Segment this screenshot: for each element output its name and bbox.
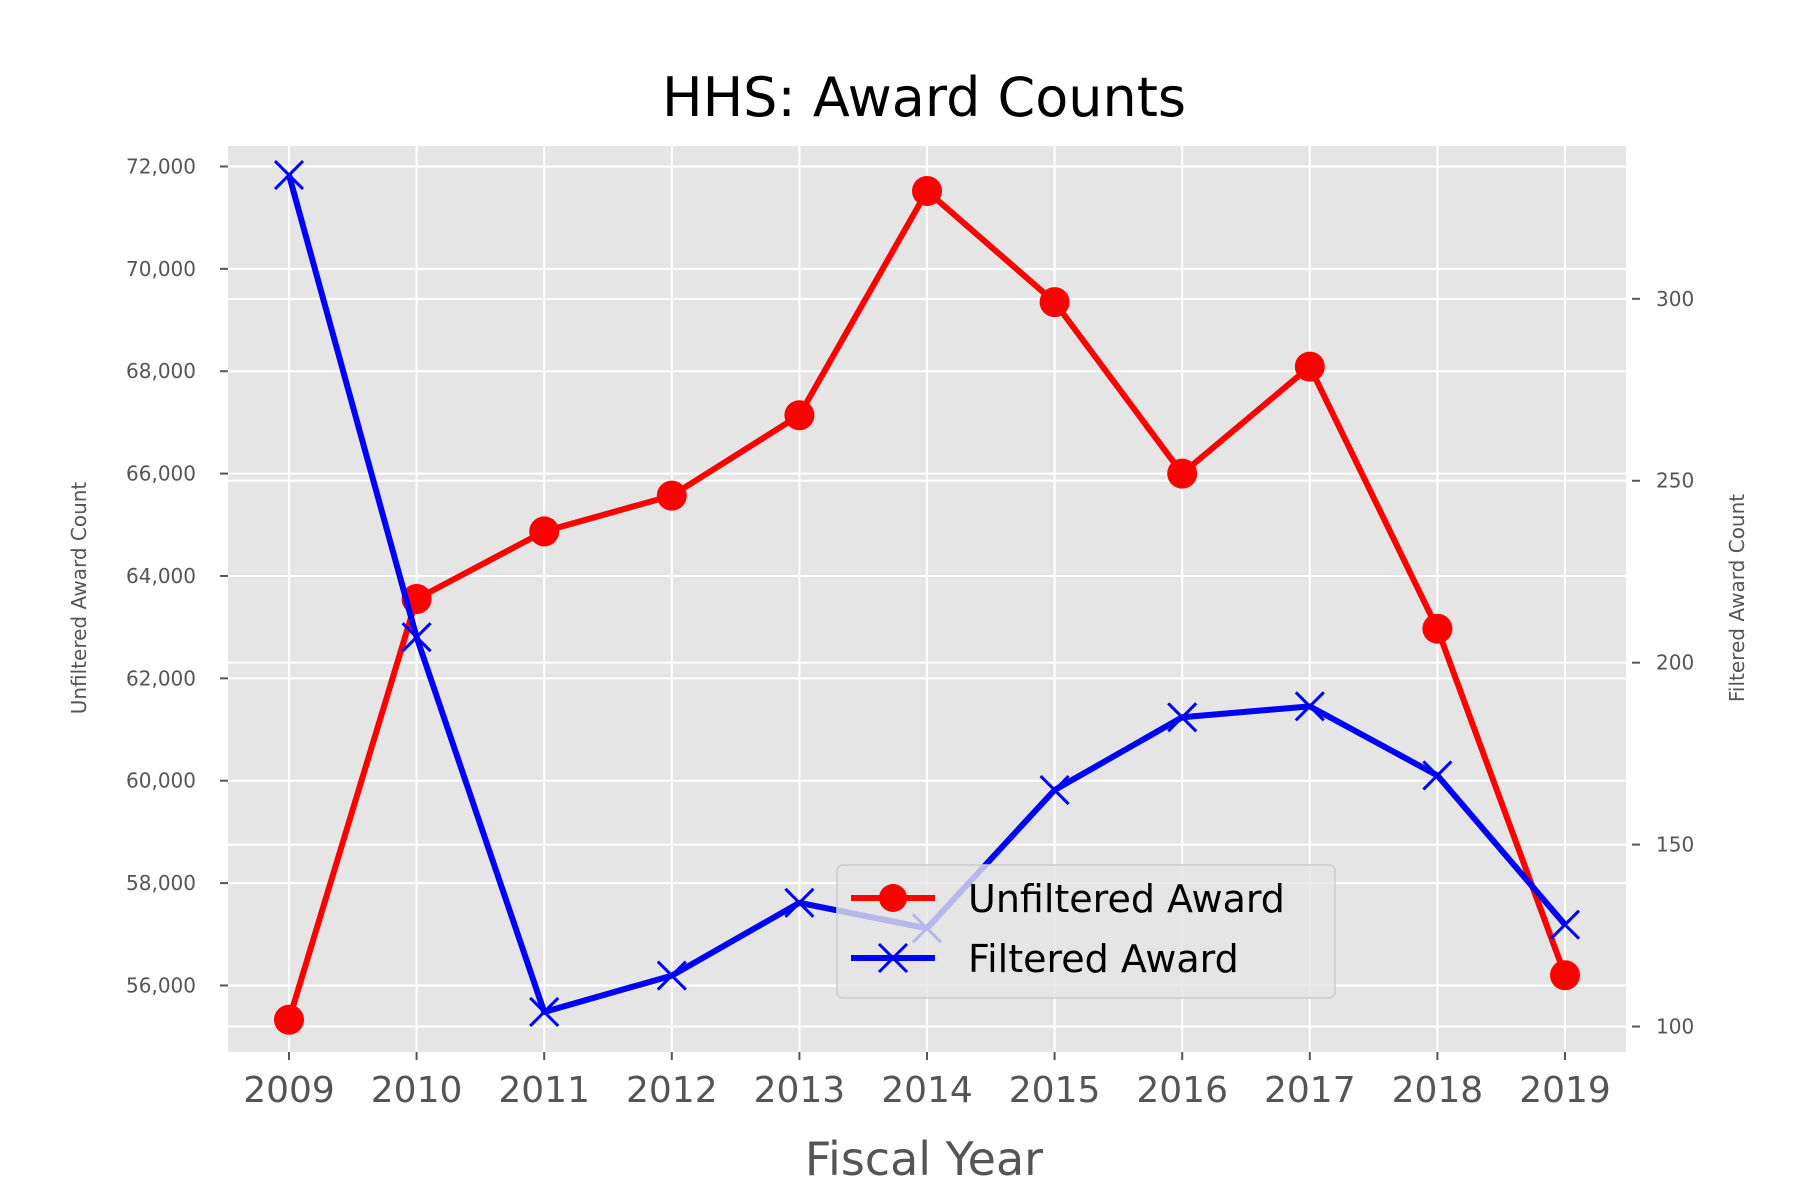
legend-box	[836, 864, 1336, 999]
x-tick-label: 2009	[243, 1070, 335, 1111]
x-tick-label: 2017	[1264, 1070, 1356, 1111]
data-point-filtered-award	[401, 622, 432, 653]
legend-label-unfiltered: Unfiltered Award	[968, 877, 1285, 921]
x-tick-label: 2013	[754, 1070, 846, 1111]
right-y-axis-label: Filtered Award Count	[1725, 494, 1749, 702]
legend-marker-filtered	[877, 942, 909, 974]
y-left-tick-label: 64,000	[126, 564, 196, 588]
data-point-unfiltered-award	[274, 1004, 304, 1035]
y-right-tick-label: 300	[1656, 287, 1694, 311]
y-left-tick-label: 56,000	[126, 973, 196, 997]
data-point-unfiltered-award	[1294, 351, 1325, 382]
x-tick-label: 2011	[498, 1070, 590, 1111]
y-left-tick-label: 70,000	[126, 257, 196, 281]
data-point-unfiltered-award	[1422, 613, 1453, 644]
chart-title: HHS: Award Counts	[662, 66, 1186, 129]
x-tick-label: 2019	[1519, 1070, 1611, 1111]
data-point-filtered-award	[1167, 702, 1198, 733]
x-tick-label: 2018	[1392, 1070, 1484, 1111]
y-left-tick-label: 58,000	[126, 871, 196, 895]
data-point-unfiltered-award	[1167, 458, 1198, 489]
y-right-tick-label: 250	[1656, 469, 1694, 493]
x-tick-label: 2014	[881, 1070, 973, 1111]
x-tick-label: 2016	[1136, 1070, 1228, 1111]
y-right-tick-label: 200	[1656, 651, 1694, 675]
y-left-tick-label: 72,000	[126, 154, 196, 178]
x-tick-label: 2015	[1009, 1070, 1101, 1111]
x-axis: 2009 2010 2011 2012 2013 2014 2015 2016 2017 2018…	[243, 1052, 1611, 1111]
y-right-tick-label: 100	[1656, 1015, 1694, 1039]
data-point-filtered-award	[656, 960, 687, 991]
x-tick-label: 2012	[626, 1070, 718, 1111]
data-point-filtered-award	[1039, 774, 1070, 806]
data-point-unfiltered-award	[1039, 287, 1070, 318]
data-point-unfiltered-award	[912, 176, 942, 207]
data-point-filtered-award	[529, 996, 560, 1028]
data-point-unfiltered-award	[529, 516, 560, 547]
legend: Unfiltered Award Filtered Award	[836, 864, 1336, 999]
y-left-tick-label: 66,000	[126, 462, 196, 486]
y-right-tick-label: 150	[1656, 833, 1694, 857]
y-left-tick-label: 62,000	[126, 666, 196, 690]
legend-marker-unfiltered	[879, 884, 907, 912]
data-point-filtered-award	[1549, 909, 1581, 940]
data-point-unfiltered-award	[784, 400, 815, 431]
left-y-axis: 56,000 58,000 60,000 62,000 64,000 66,000 68,0…	[126, 154, 228, 997]
data-point-filtered-award	[1294, 691, 1325, 722]
x-axis-label: Fiscal Year	[805, 1132, 1043, 1186]
data-point-unfiltered-award	[656, 480, 687, 511]
data-point-filtered-award	[784, 887, 815, 918]
x-tick-label: 2010	[371, 1070, 463, 1111]
data-point-filtered-award	[1422, 760, 1453, 791]
data-point-filtered-award	[273, 160, 305, 191]
y-left-tick-label: 68,000	[126, 359, 196, 383]
y-left-tick-label: 60,000	[126, 769, 196, 793]
left-y-axis-label: Unfiltered Award Count	[67, 482, 91, 715]
data-point-unfiltered-award	[1550, 960, 1580, 991]
legend-label-filtered: Filtered Award	[968, 937, 1239, 981]
right-y-axis: 100 150 200 250 300	[1632, 287, 1694, 1039]
